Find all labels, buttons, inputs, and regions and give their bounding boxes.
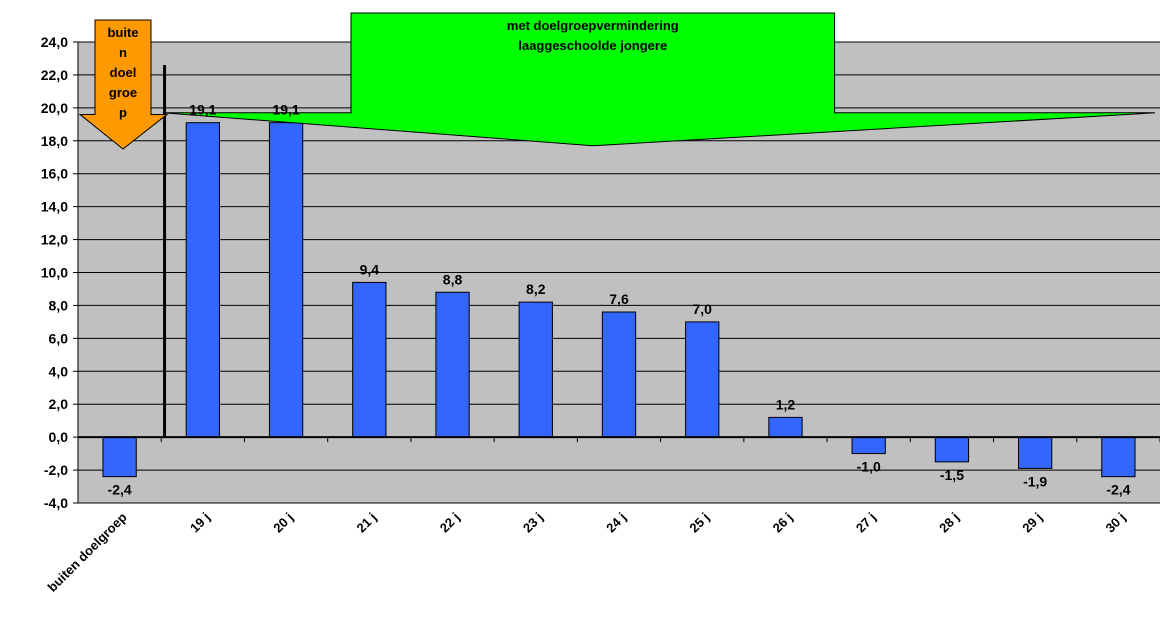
bar bbox=[518, 301, 553, 438]
x-tick-label: 26 j bbox=[770, 510, 796, 536]
y-tick-label: 2,0 bbox=[49, 396, 69, 412]
data-labels: -2,4 19,1 19,1 9,4 8,8 8,2 7,6 7,0 1,2 -1,0 -1,5 -1… bbox=[108, 102, 1131, 498]
bar bbox=[601, 311, 637, 438]
x-tick-label: 19 j bbox=[187, 510, 213, 536]
orange-arrow-label-line: buite bbox=[107, 25, 138, 40]
data-label: 8,8 bbox=[443, 271, 463, 287]
y-tick-label: 4,0 bbox=[49, 363, 69, 379]
bar bbox=[1018, 436, 1053, 469]
y-tick-label: 18,0 bbox=[41, 133, 68, 149]
x-tick-label: 23 j bbox=[520, 510, 546, 536]
data-label: -1,5 bbox=[940, 467, 964, 483]
x-tick-label: 22 j bbox=[437, 510, 463, 536]
orange-arrow-label-line: groe bbox=[109, 85, 137, 100]
bar bbox=[685, 321, 720, 438]
data-label: 7,0 bbox=[692, 301, 712, 317]
bar bbox=[102, 436, 137, 478]
data-label: 1,2 bbox=[776, 396, 796, 412]
data-label: 7,6 bbox=[609, 291, 629, 307]
y-tick-label: 0,0 bbox=[49, 429, 69, 445]
orange-arrow-shape bbox=[78, 19, 169, 150]
y-tick-label: 10,0 bbox=[41, 265, 68, 281]
orange-arrow-label-line: n bbox=[119, 45, 127, 60]
green-arrow-label-line: laaggeschoolde jongere bbox=[518, 38, 667, 53]
y-tick-label: 12,0 bbox=[41, 232, 68, 248]
y-tick-label: -4,0 bbox=[44, 495, 68, 511]
orange-arrow-annotation: buite n doel groe p bbox=[78, 19, 169, 150]
bar bbox=[435, 291, 470, 438]
data-label: -1,9 bbox=[1023, 473, 1047, 489]
data-label: 19,1 bbox=[189, 102, 216, 118]
bar bbox=[268, 122, 304, 438]
bar bbox=[851, 436, 886, 455]
x-tick-label: 29 j bbox=[1019, 510, 1045, 536]
data-label: 8,2 bbox=[526, 281, 546, 297]
y-tick-label: 20,0 bbox=[41, 100, 68, 116]
y-tick-label: 14,0 bbox=[41, 199, 68, 215]
y-tick-label: 22,0 bbox=[41, 67, 68, 83]
y-axis: -4,0 -2,0 0,0 2,0 4,0 6,0 8,0 10,0 12,0 14,0 16,0 1… bbox=[41, 34, 79, 511]
bars bbox=[102, 122, 1136, 478]
data-label: -2,4 bbox=[108, 482, 132, 498]
x-tick-label: 27 j bbox=[853, 510, 879, 536]
x-tick-label: 28 j bbox=[936, 510, 962, 536]
bar bbox=[768, 416, 803, 438]
y-tick-label: 8,0 bbox=[49, 297, 69, 313]
orange-arrow-label-line: doel bbox=[110, 65, 137, 80]
x-tick-label: 24 j bbox=[603, 510, 629, 536]
y-tick-label: 6,0 bbox=[49, 330, 69, 346]
data-label: -1,0 bbox=[857, 459, 881, 475]
green-arrow-annotation: met doelgroepvermindering laaggeschoolde… bbox=[162, 12, 1156, 147]
x-axis: buiten doelgroep 19 j 20 j 21 j 22 j 23 j 24 j… bbox=[45, 509, 1129, 594]
x-tick-label: 25 j bbox=[686, 510, 712, 536]
bar bbox=[934, 436, 970, 463]
x-tick-label: 20 j bbox=[270, 510, 296, 536]
bar bbox=[185, 122, 220, 438]
x-tick-label: 21 j bbox=[353, 510, 379, 536]
data-label: 19,1 bbox=[272, 102, 299, 118]
y-tick-label: 16,0 bbox=[41, 166, 68, 182]
data-label: -2,4 bbox=[1106, 482, 1130, 498]
y-tick-label: 24,0 bbox=[41, 34, 68, 50]
bar bbox=[352, 281, 387, 438]
green-arrow-shape bbox=[162, 12, 1156, 147]
data-label: 9,4 bbox=[360, 261, 380, 277]
x-tick-label: 30 j bbox=[1103, 510, 1129, 536]
green-arrow-label-line: met doelgroepvermindering bbox=[507, 18, 679, 33]
orange-arrow-label-line: p bbox=[119, 105, 127, 120]
y-tick-label: -2,0 bbox=[44, 462, 68, 478]
x-tick-label: buiten doelgroep bbox=[45, 509, 130, 594]
bar bbox=[1101, 436, 1136, 478]
